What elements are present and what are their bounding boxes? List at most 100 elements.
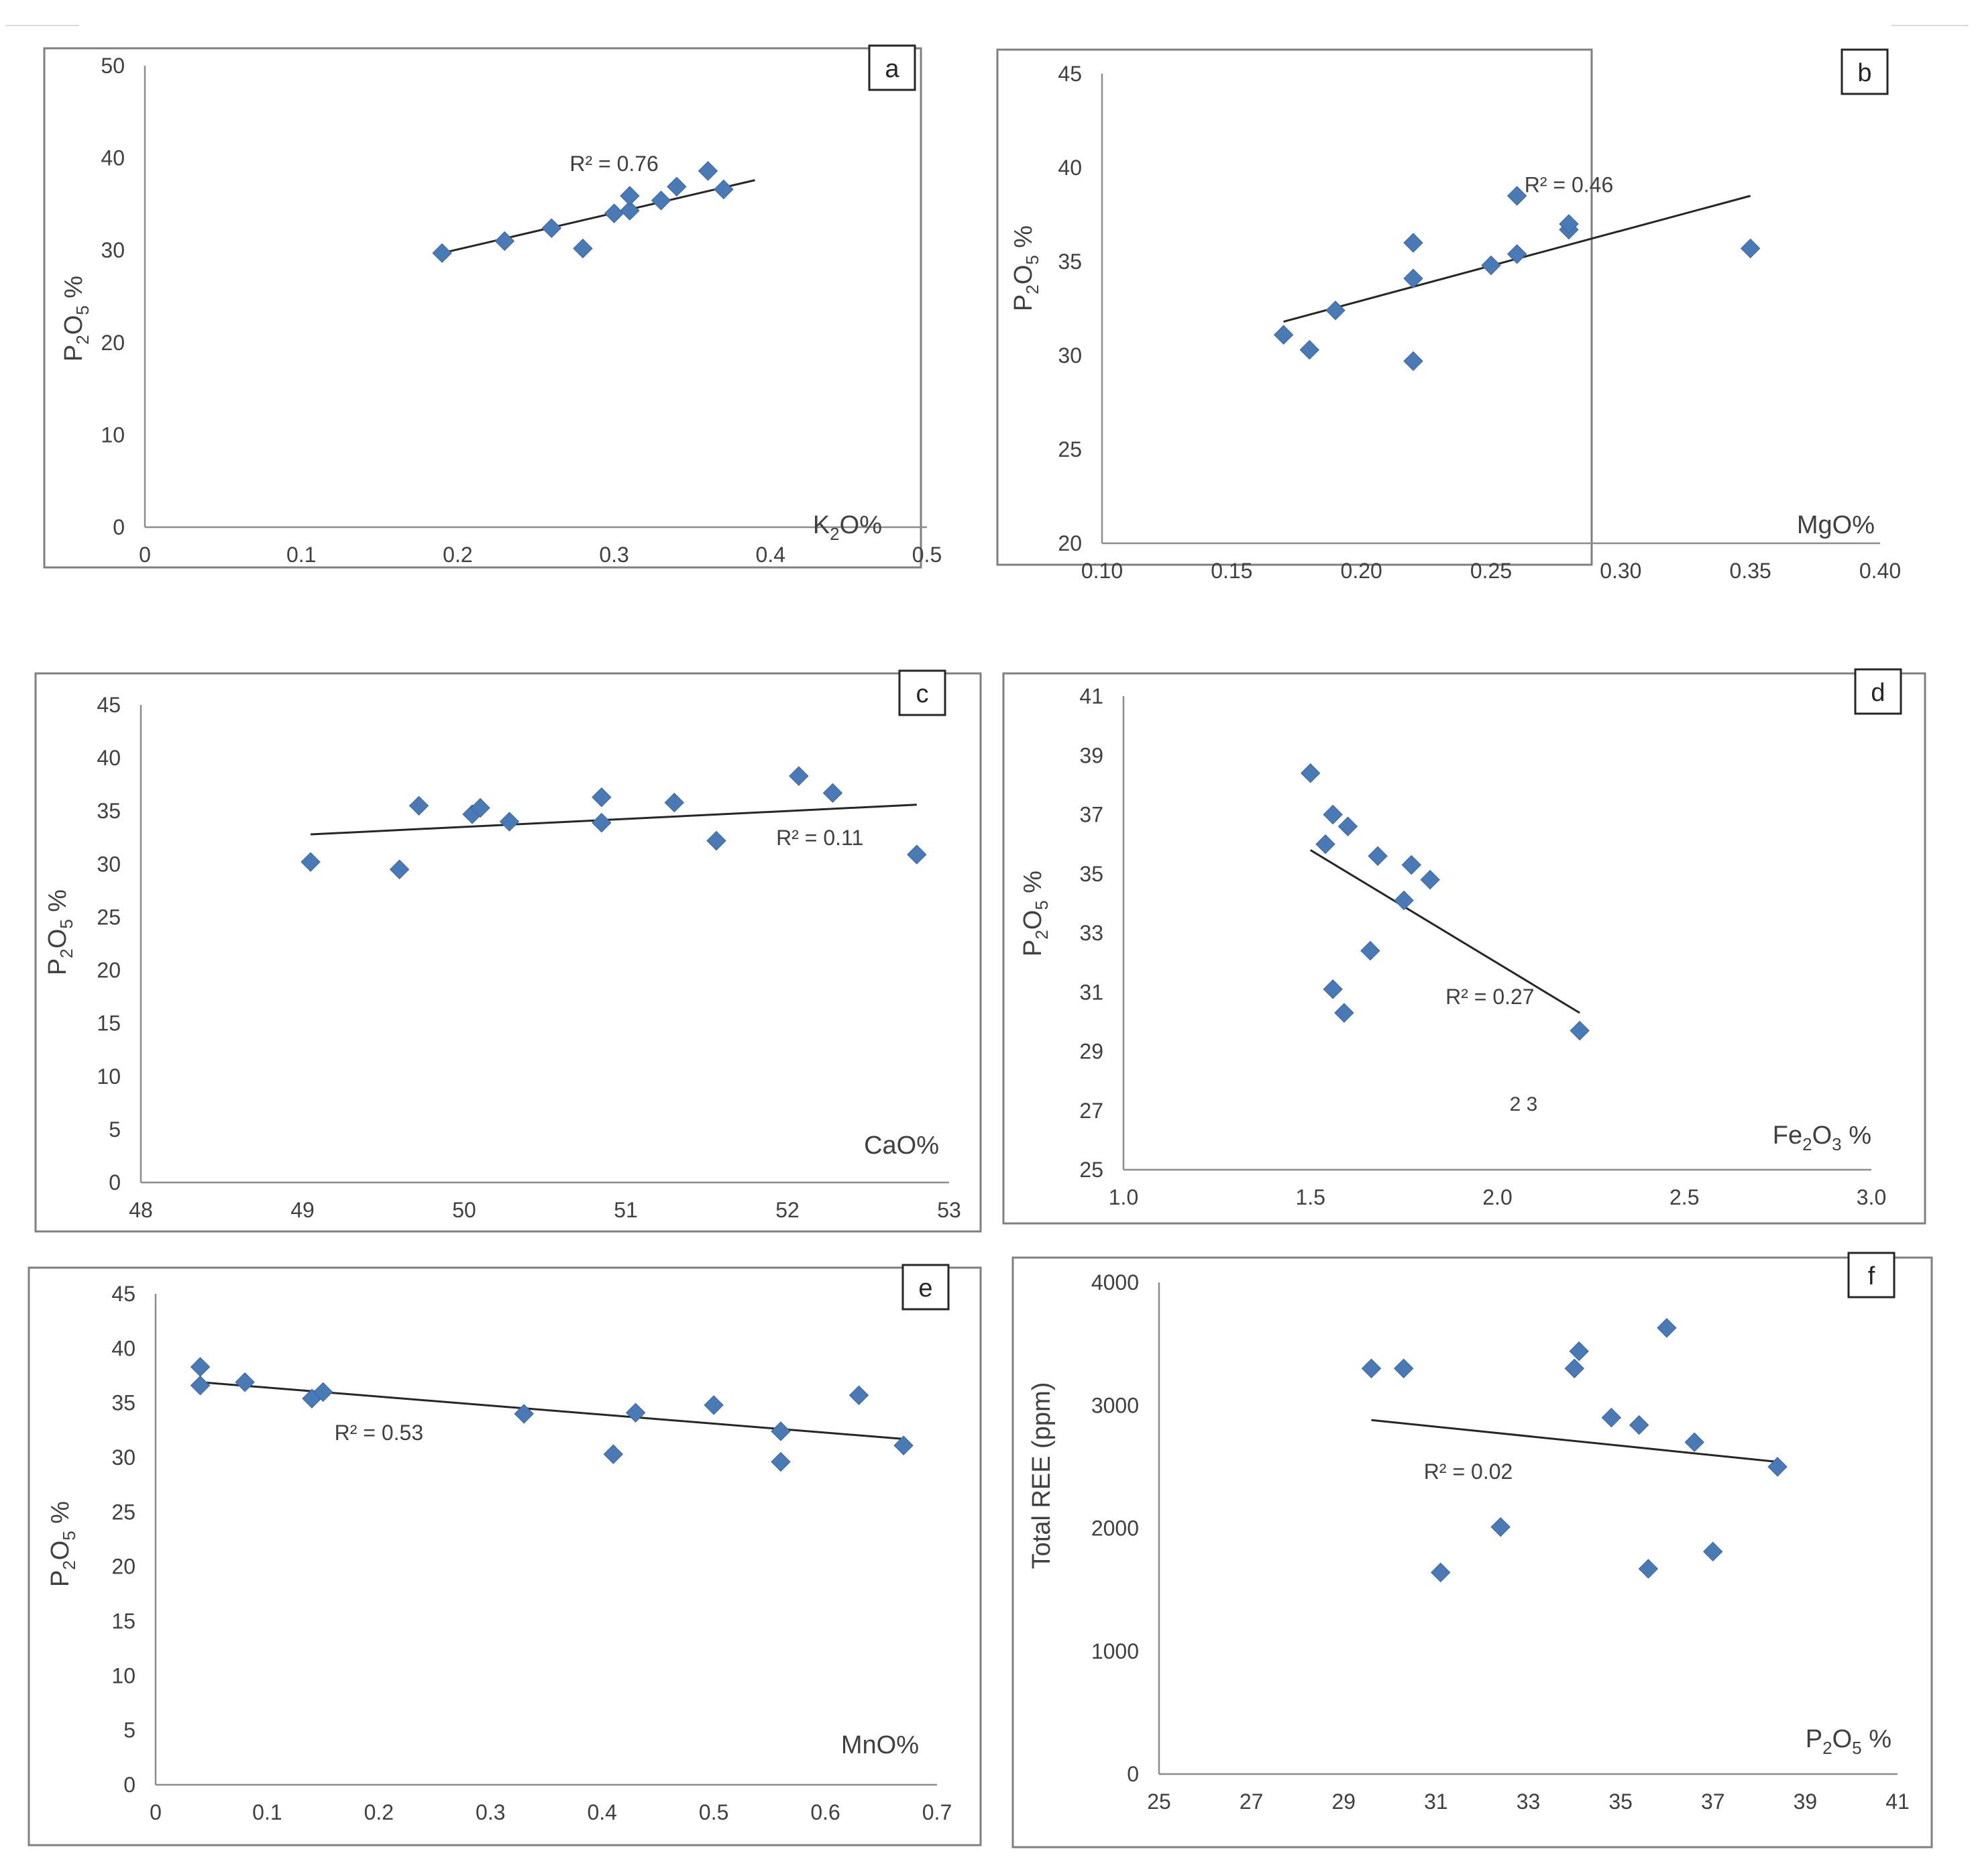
panel-letter: d: [1871, 679, 1885, 707]
y-tick-label: 5: [123, 1718, 135, 1743]
y-tick-label: 30: [111, 1445, 135, 1470]
label-part: O: [46, 1541, 74, 1561]
data-point: [1299, 339, 1320, 360]
x-tick-label: 1.0: [1109, 1185, 1138, 1209]
y-tick-label: 25: [97, 905, 121, 929]
x-tick-label: 0.40: [1859, 559, 1901, 583]
trendline: [441, 179, 755, 254]
data-point: [1657, 1318, 1677, 1338]
data-point: [592, 812, 612, 833]
data-point: [494, 231, 515, 252]
x-tick-label: 48: [129, 1198, 153, 1222]
data-point: [698, 161, 718, 181]
data-point: [651, 190, 671, 211]
data-point: [514, 1404, 534, 1424]
data-point: [1361, 1358, 1382, 1378]
data-point: [822, 783, 843, 804]
data-point: [190, 1375, 211, 1396]
x-axis-title: Fe2O3 %: [1773, 1121, 1871, 1154]
label-part: %: [1862, 1725, 1891, 1753]
panel-letter-box: [901, 1264, 950, 1311]
label-part: MgO%: [1797, 511, 1875, 539]
data-point: [1767, 1457, 1788, 1477]
data-point: [1490, 1516, 1511, 1537]
data-point: [1403, 351, 1423, 372]
data-point: [1570, 1020, 1590, 1041]
data-point: [235, 1372, 255, 1392]
y-axis-title: P2O5 %: [1009, 225, 1042, 311]
x-tick-label: 0.3: [599, 543, 628, 567]
x-tick-label: 33: [1517, 1789, 1541, 1814]
data-point: [1569, 1341, 1589, 1362]
y-tick-label: 10: [101, 423, 125, 447]
label-part: 2: [59, 1560, 79, 1569]
label-part: 3: [1832, 1134, 1841, 1154]
data-point: [1360, 940, 1380, 961]
y-tick-label: 30: [1058, 343, 1082, 368]
label-part: 2: [72, 335, 93, 344]
data-point: [573, 238, 593, 259]
x-tick-label: 0.7: [922, 1800, 952, 1824]
x-tick-label: 51: [614, 1198, 638, 1222]
y-tick-label: 41: [1079, 684, 1103, 708]
y-tick-label: 45: [1058, 62, 1082, 86]
x-tick-label: 3.0: [1857, 1185, 1886, 1209]
data-point: [1337, 816, 1358, 836]
data-point: [1334, 1003, 1354, 1023]
x-axis-title: CaO%: [864, 1132, 939, 1160]
y-axis-title: P2O5 %: [1019, 871, 1052, 956]
x-tick-label: 35: [1608, 1789, 1633, 1814]
panel-frame: [43, 47, 922, 569]
label-part: 2: [56, 948, 76, 958]
y-tick-label: 2000: [1091, 1516, 1139, 1541]
label-part: 5: [1032, 900, 1052, 909]
y-tick-label: 0: [113, 515, 125, 539]
panel-frame: [1002, 672, 1926, 1225]
data-point: [714, 179, 734, 200]
label-part: %: [1842, 1121, 1871, 1150]
x-tick-label: 27: [1240, 1789, 1264, 1814]
y-tick-label: 10: [111, 1663, 135, 1688]
label-part: O: [1019, 910, 1047, 930]
y-tick-label: 30: [101, 238, 125, 262]
y-tick-label: 25: [111, 1500, 135, 1524]
r-squared-label: R² = 0.11: [776, 826, 863, 850]
x-tick-label: 25: [1147, 1789, 1171, 1814]
panel-letter: a: [885, 55, 899, 83]
data-point: [620, 201, 640, 221]
label-part: %: [46, 1501, 74, 1531]
r-squared-label: R² = 0.46: [1525, 172, 1614, 197]
y-axis-title: P2O5 %: [46, 1501, 79, 1587]
label-part: 5: [59, 1531, 79, 1540]
x-tick-label: 0.6: [810, 1800, 840, 1824]
x-tick-label: 2.0: [1482, 1185, 1512, 1209]
data-point: [1740, 238, 1761, 259]
data-point: [706, 830, 726, 851]
data-point: [771, 1451, 791, 1472]
y-tick-label: 25: [1058, 437, 1082, 461]
y-axis-title: Total REE (ppm): [1028, 1382, 1056, 1569]
label-part: %: [60, 276, 88, 305]
x-tick-label: 0.30: [1600, 559, 1641, 583]
label-part: P: [44, 958, 72, 975]
data-point: [408, 795, 429, 816]
x-tick-label: 0.25: [1470, 559, 1512, 583]
data-point: [893, 1435, 914, 1455]
label-part: CaO%: [864, 1132, 939, 1160]
label-part: 5: [1022, 255, 1042, 264]
x-tick-label: 49: [290, 1198, 315, 1222]
x-tick-label: 0: [139, 543, 151, 567]
y-tick-label: 5: [109, 1117, 121, 1142]
data-point: [499, 812, 520, 832]
x-tick-label: 0: [150, 1800, 162, 1824]
y-tick-label: 27: [1079, 1099, 1103, 1123]
y-tick-label: 0: [1127, 1762, 1139, 1786]
label-part: O%: [840, 511, 882, 539]
label-part: 2: [1032, 930, 1052, 939]
y-tick-label: 4000: [1091, 1270, 1139, 1294]
y-axis-title: P2O5 %: [60, 276, 93, 362]
